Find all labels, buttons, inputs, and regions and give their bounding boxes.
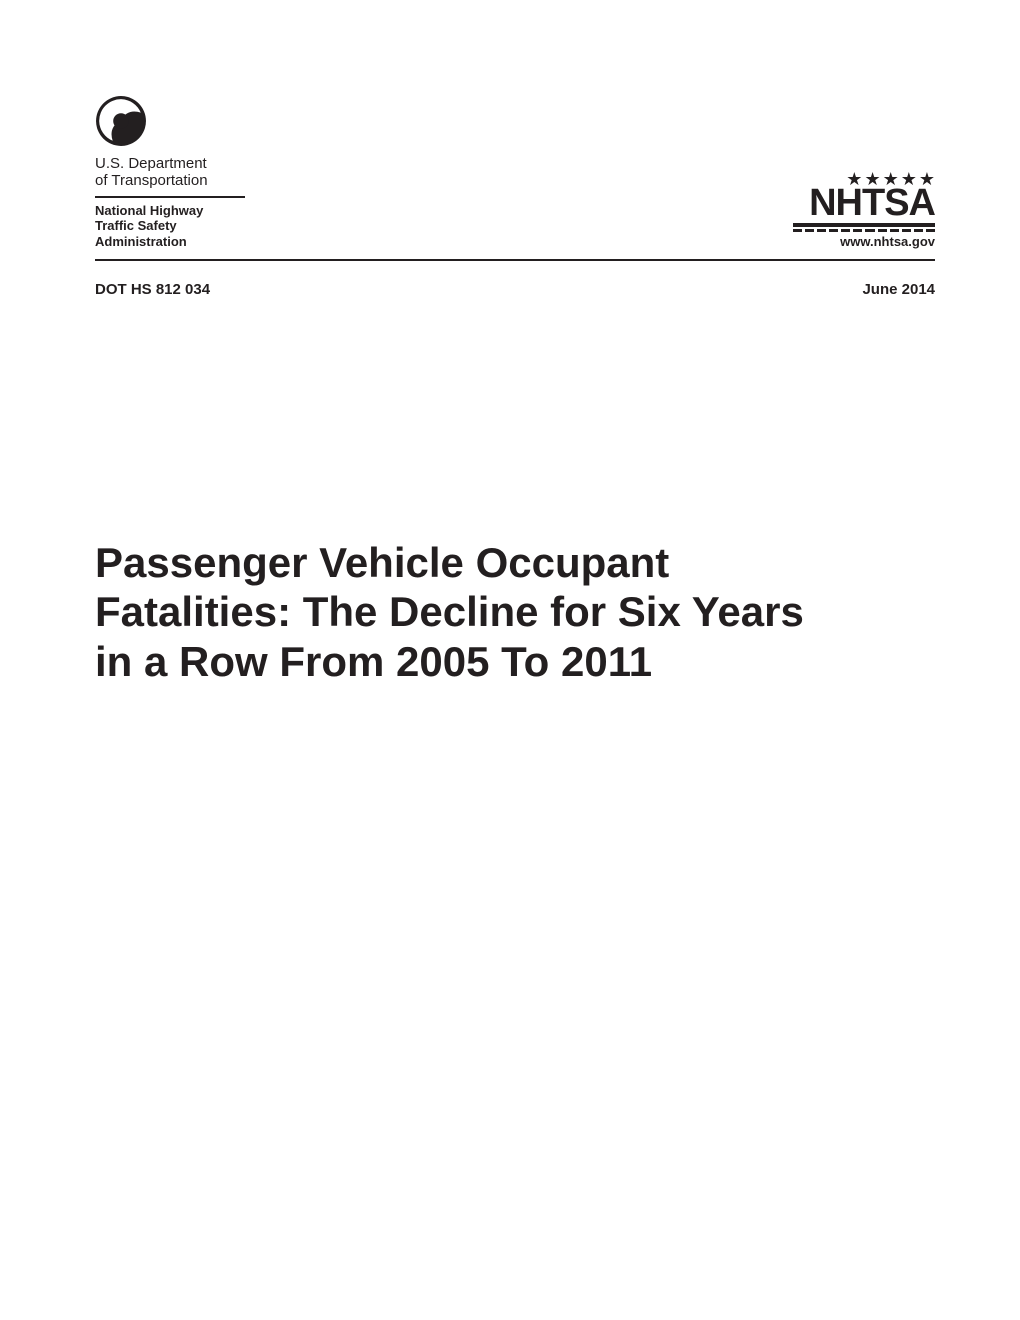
dash xyxy=(914,229,923,232)
agency-line3: Administration xyxy=(95,234,187,249)
nhtsa-bar-thick xyxy=(793,223,935,227)
dept-line1: U.S. Department xyxy=(95,155,207,172)
dash xyxy=(817,229,826,232)
left-header-block: U.S. Department of Transportation Nation… xyxy=(95,95,245,249)
dash xyxy=(865,229,874,232)
agency-line2: Traffic Safety xyxy=(95,218,177,233)
page-title: Passenger Vehicle Occupant Fatalities: T… xyxy=(95,538,835,687)
dash xyxy=(902,229,911,232)
title-block: Passenger Vehicle Occupant Fatalities: T… xyxy=(95,538,935,687)
dash xyxy=(853,229,862,232)
dept-line2: of Transportation xyxy=(95,172,208,189)
document-date: June 2014 xyxy=(862,281,935,298)
nhtsa-bar-dashed xyxy=(793,229,935,232)
dash xyxy=(890,229,899,232)
nhtsa-logo-text: NHTSA xyxy=(809,186,935,220)
dash xyxy=(926,229,935,232)
nhtsa-logo-bars xyxy=(793,223,935,232)
dot-logo-icon xyxy=(95,95,147,147)
document-number: DOT HS 812 034 xyxy=(95,281,210,298)
nhtsa-url: www.nhtsa.gov xyxy=(840,234,935,249)
dash xyxy=(841,229,850,232)
dash xyxy=(829,229,838,232)
header-divider-thin xyxy=(95,196,245,198)
right-header-block: ★ ★ ★ ★ ★ NHTSA www.nhts xyxy=(793,170,935,249)
dash xyxy=(805,229,814,232)
agency-line1: National Highway xyxy=(95,203,203,218)
dept-name: U.S. Department of Transportation xyxy=(95,155,208,190)
main-horizontal-divider xyxy=(95,259,935,261)
dash xyxy=(793,229,802,232)
header-row: U.S. Department of Transportation Nation… xyxy=(95,95,935,249)
agency-name: National Highway Traffic Safety Administ… xyxy=(95,203,203,250)
dash xyxy=(878,229,887,232)
doc-info-row: DOT HS 812 034 June 2014 xyxy=(95,281,935,298)
